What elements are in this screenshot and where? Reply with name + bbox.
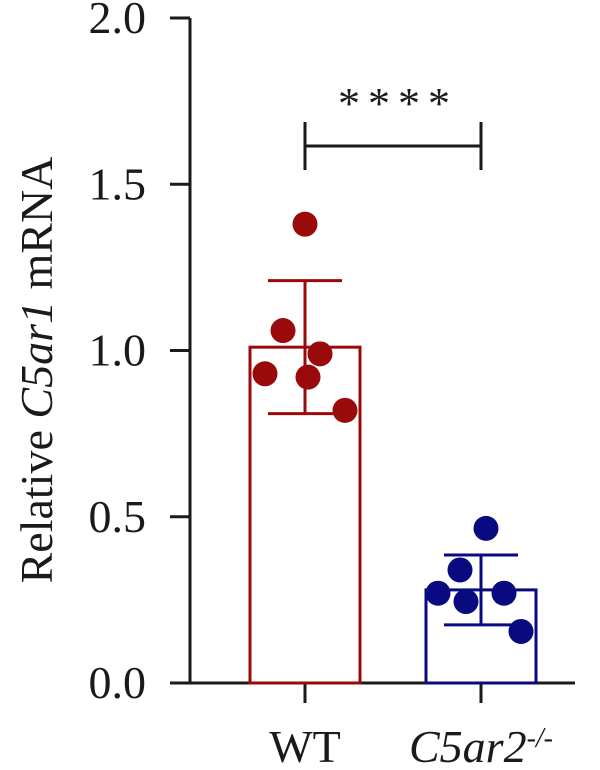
y-tick-label: 0.0 <box>89 657 147 708</box>
error-bars <box>268 279 518 627</box>
data-point <box>425 580 451 606</box>
x-tick-label: WT <box>269 721 341 770</box>
y-tick-label: 1.0 <box>89 325 147 376</box>
y-axis-title: Relative C5ar1 mRNA <box>11 157 62 584</box>
axes: 0.0 0.5 1.0 1.5 2.0 <box>89 0 575 708</box>
y-tick-label: 2.0 <box>89 0 147 43</box>
significance-bracket: **** <box>303 79 483 170</box>
data-point <box>473 515 499 541</box>
data-point <box>270 318 296 344</box>
data-point <box>453 589 479 615</box>
data-point <box>447 557 473 583</box>
bars <box>248 345 538 685</box>
data-point <box>252 361 278 387</box>
data-point <box>307 341 333 367</box>
data-point <box>332 397 358 423</box>
data-point <box>491 580 517 606</box>
data-point <box>295 364 321 390</box>
y-tick-label: 1.5 <box>89 158 147 209</box>
axis-labels: WT C5ar2-/- Relative C5ar1 mRNA <box>11 157 553 770</box>
data-point <box>508 618 534 644</box>
data-points <box>252 211 534 644</box>
data-point <box>292 211 318 237</box>
significance-label: **** <box>338 79 458 128</box>
x-tick-label: C5ar2-/- <box>409 721 553 770</box>
y-tick-label: 0.5 <box>89 491 147 542</box>
